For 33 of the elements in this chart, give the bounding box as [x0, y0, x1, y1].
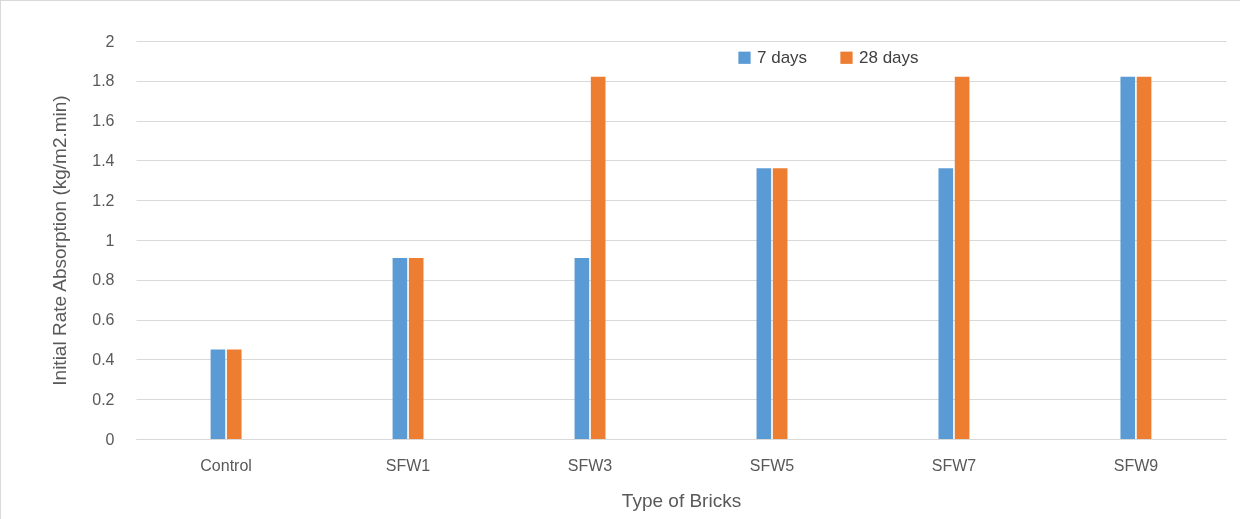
- bar: [938, 168, 954, 439]
- bar: [1136, 76, 1152, 439]
- bar: [574, 257, 590, 439]
- bar: [210, 349, 226, 439]
- legend-label: 28 days: [859, 47, 919, 67]
- bar: [226, 349, 242, 439]
- y-tick-label: 0.6: [92, 311, 115, 329]
- y-tick-label: 1.6: [92, 112, 115, 130]
- y-tick-label: 1.2: [92, 191, 115, 209]
- x-tick-label: SFW3: [567, 456, 613, 474]
- x-tick-label: Control: [200, 456, 252, 474]
- y-tick-label: 0.8: [92, 271, 115, 289]
- bar: [954, 76, 970, 439]
- x-tick-label: SFW7: [931, 456, 977, 474]
- bar: [1120, 76, 1136, 439]
- legend-label: 7 days: [757, 47, 808, 67]
- bar: [408, 257, 424, 439]
- bar: [590, 76, 606, 439]
- bar: [392, 257, 408, 439]
- y-axis-title: Initial Rate Absorption (kg/m2.min): [49, 95, 71, 386]
- y-tick-label: 0.2: [92, 390, 115, 408]
- x-tick-label: SFW9: [1113, 456, 1159, 474]
- y-tick-label: 0.4: [92, 350, 115, 368]
- y-tick-label: 0: [105, 430, 115, 448]
- x-tick-label: SFW5: [749, 456, 795, 474]
- x-tick-label: SFW1: [385, 456, 431, 474]
- bar: [756, 168, 772, 439]
- x-axis-title: Type of Bricks: [621, 489, 742, 511]
- y-tick-label: 1: [105, 231, 115, 249]
- y-tick-label: 1.4: [92, 151, 115, 169]
- y-tick-label: 2: [105, 32, 115, 50]
- bar: [772, 168, 788, 439]
- y-tick-label: 1.8: [92, 72, 115, 90]
